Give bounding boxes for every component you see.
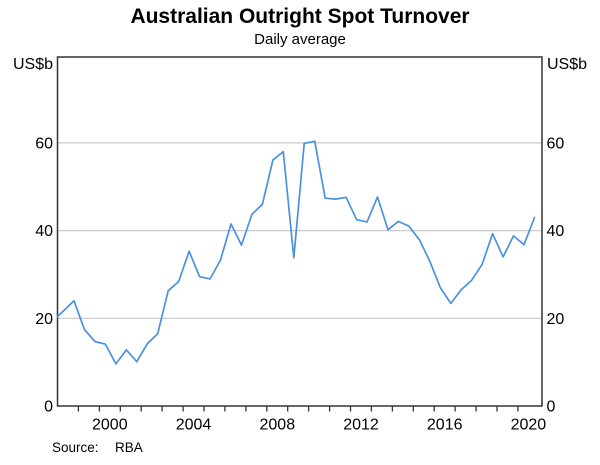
y-tick-label-right-20: 20 (547, 311, 565, 328)
y-tick-label-right-40: 40 (547, 223, 565, 240)
x-tick-label-2020: 2020 (511, 417, 547, 434)
plot-border (56, 56, 543, 407)
chart-subtitle: Daily average (254, 31, 346, 48)
chart-title: Australian Outright Spot Turnover (130, 5, 469, 28)
source-label: Source: (52, 440, 99, 455)
x-tick-label-2004: 2004 (176, 417, 212, 434)
y-axis-unit-left: US$b (13, 56, 53, 73)
x-axis-ticks (77, 406, 519, 412)
gridlines (58, 142, 541, 319)
y-axis-labels-left: 0 20 40 60 (35, 135, 53, 415)
y-axis-unit-right: US$b (547, 56, 587, 73)
x-axis-labels: 2000 2004 2008 2012 2016 2020 (92, 417, 546, 434)
source-value: RBA (115, 440, 143, 455)
x-tick-label-2000: 2000 (92, 417, 128, 434)
y-axis-labels-right: 0 20 40 60 (547, 135, 565, 415)
y-tick-label-left-0: 0 (44, 399, 53, 416)
x-tick-label-2016: 2016 (427, 417, 463, 434)
y-tick-label-left-40: 40 (35, 223, 53, 240)
x-tick-label-2008: 2008 (260, 417, 296, 434)
x-tick-label-2012: 2012 (343, 417, 379, 434)
y-tick-label-right-0: 0 (547, 399, 556, 416)
y-tick-label-left-60: 60 (35, 135, 53, 152)
y-tick-label-left-20: 20 (35, 311, 53, 328)
y-tick-label-right-60: 60 (547, 135, 565, 152)
turnover-line-series (56, 140, 536, 365)
